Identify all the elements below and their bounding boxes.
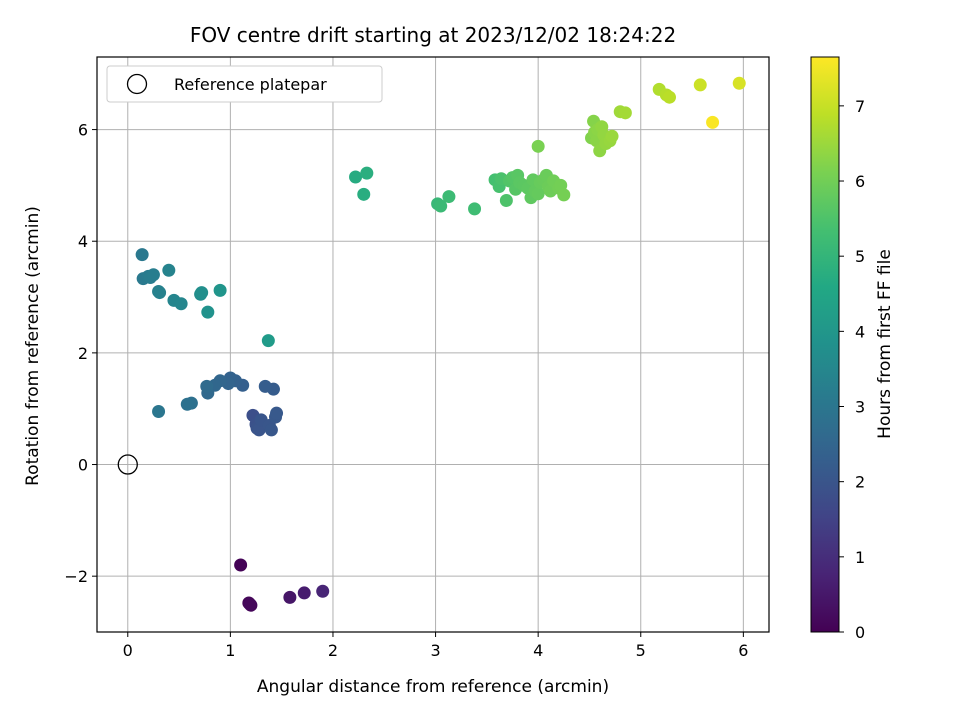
data-point: [531, 139, 545, 153]
plot-frame: [96, 56, 770, 633]
data-point: [468, 202, 482, 216]
colorbar-tick-label: 6: [855, 172, 865, 191]
data-point: [162, 263, 176, 277]
colorbar-tick-label: 1: [855, 548, 865, 567]
data-point: [252, 423, 266, 437]
y-axis-label: Rotation from reference (arcmin): [23, 206, 43, 486]
colorbar-tick-label: 7: [855, 97, 865, 116]
x-tick-label: 4: [533, 641, 543, 660]
data-point: [174, 297, 188, 311]
y-tick-label: 0: [78, 456, 88, 475]
data-point: [706, 115, 720, 129]
data-point: [732, 76, 746, 90]
legend-label: Reference platepar: [174, 75, 327, 94]
colorbar-tick-label: 5: [855, 247, 865, 266]
data-point: [234, 558, 248, 572]
data-point: [135, 248, 149, 262]
data-point: [557, 188, 571, 202]
legend-box: [106, 65, 383, 103]
colorbar-tick-label: 3: [855, 398, 865, 417]
data-point: [146, 268, 160, 282]
data-point: [360, 166, 374, 180]
colorbar-tick-label: 4: [855, 322, 865, 341]
reference-marker: [117, 454, 138, 475]
x-tick-label: 1: [225, 641, 235, 660]
data-point: [213, 283, 227, 297]
colorbar-tick-label: 0: [855, 623, 865, 642]
colorbar-label: Hours from first FF file: [875, 249, 895, 439]
data-point: [531, 187, 545, 201]
data-point: [180, 397, 194, 411]
x-tick-label: 3: [430, 641, 440, 660]
data-point: [357, 187, 371, 201]
data-point: [316, 584, 330, 598]
data-point: [200, 379, 214, 393]
data-point: [499, 193, 513, 207]
data-point: [662, 90, 676, 104]
colorbar: 0 1 2 3 4 5 6 7: [810, 56, 865, 642]
data-point: [349, 170, 363, 184]
x-tick-label: 2: [328, 641, 338, 660]
data-point: [297, 586, 311, 600]
legend-marker: [126, 73, 148, 95]
data-point: [270, 406, 284, 420]
data-point: [153, 286, 167, 300]
chart-title: FOV centre drift starting at 2023/12/02 …: [190, 23, 676, 47]
data-point: [201, 305, 215, 319]
data-point: [434, 199, 448, 213]
y-tick-label: 6: [78, 121, 88, 140]
y-tick-label: −2: [64, 567, 88, 586]
data-point: [605, 129, 619, 143]
data-point: [258, 379, 272, 393]
data-point: [283, 590, 297, 604]
y-tick-label: 4: [78, 232, 88, 251]
plot-area: 0 1 2 3 4 5 6 −2 0 2 4 6: [64, 56, 770, 660]
data-point: [261, 334, 275, 348]
data-point: [618, 106, 632, 120]
x-axis-label: Angular distance from reference (arcmin): [257, 677, 609, 697]
x-tick-label: 5: [636, 641, 646, 660]
data-point: [243, 597, 257, 611]
data-point: [152, 404, 166, 418]
data-point: [195, 286, 209, 300]
data-point: [693, 78, 707, 92]
x-tick-label: 0: [123, 641, 133, 660]
legend: Reference platepar: [106, 65, 383, 103]
data-point: [264, 423, 278, 437]
x-tick-label: 6: [738, 641, 748, 660]
data-point: [442, 190, 456, 204]
colorbar-scale: [810, 56, 840, 633]
colorbar-tick-label: 2: [855, 473, 865, 492]
y-tick-label: 2: [78, 344, 88, 363]
